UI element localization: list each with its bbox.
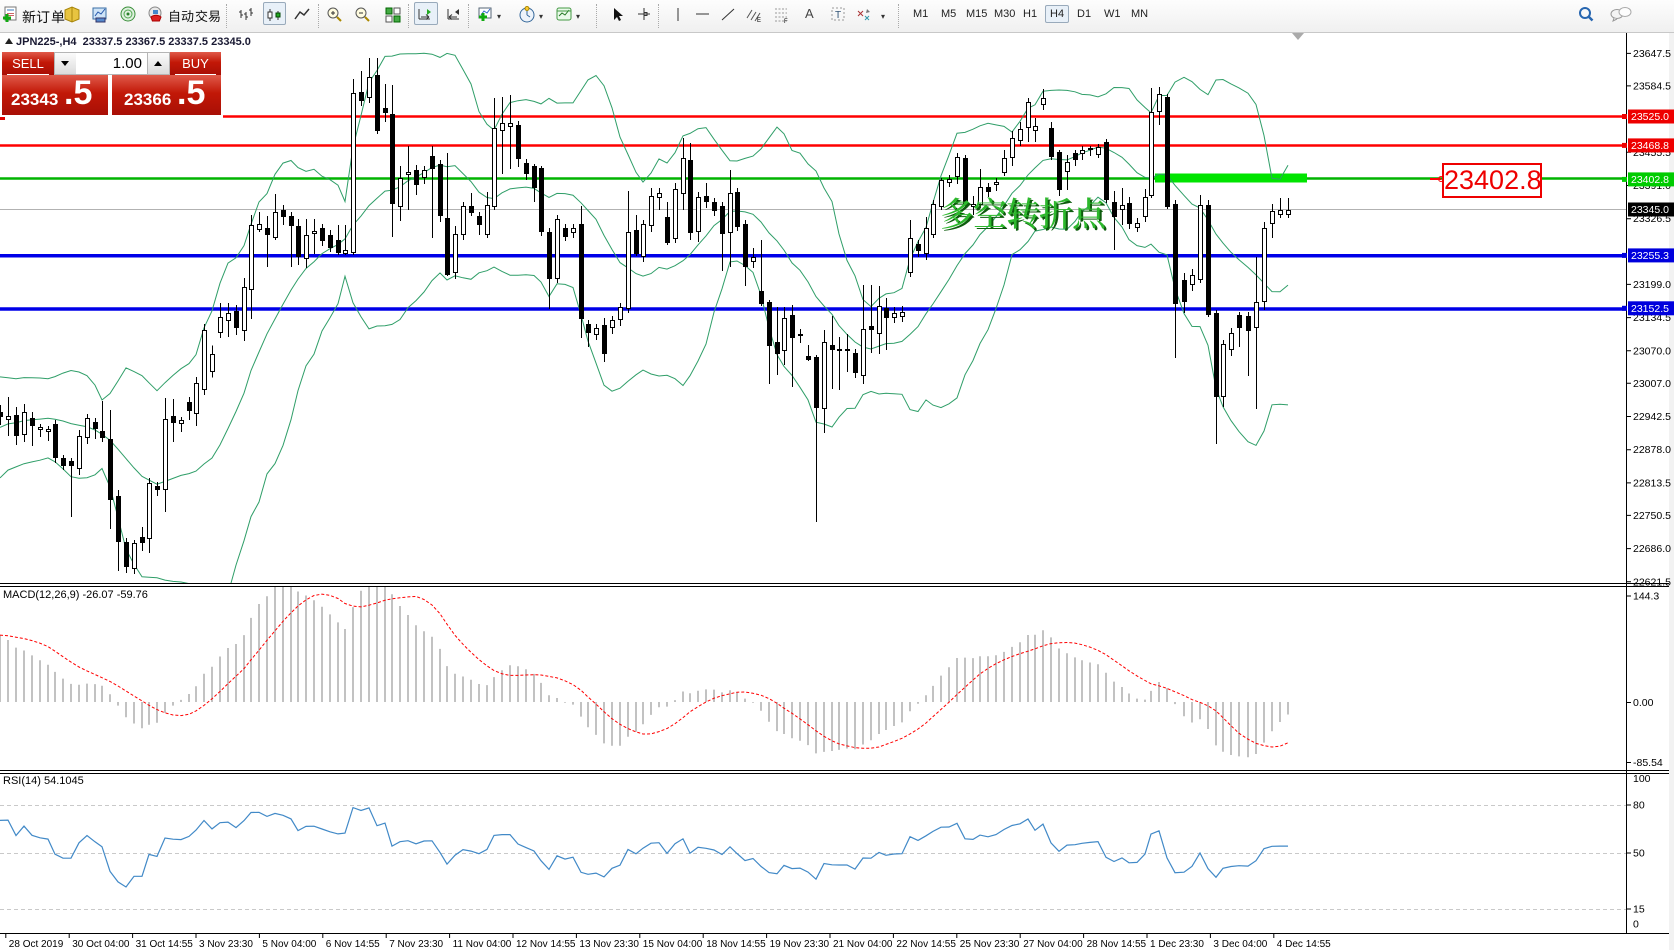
svg-text:18 Nov 14:55: 18 Nov 14:55 [706,939,766,950]
svg-text:11 Nov 04:00: 11 Nov 04:00 [453,939,512,950]
svg-text:22686.0: 22686.0 [1633,543,1671,555]
svg-text:T: T [835,10,841,21]
svg-text:22878.0: 22878.0 [1633,444,1671,456]
svg-text:22942.5: 22942.5 [1633,411,1671,423]
svg-text:0: 0 [1633,919,1639,931]
svg-text:31 Oct 14:55: 31 Oct 14:55 [136,939,194,950]
svg-text:28 Nov 14:55: 28 Nov 14:55 [1087,939,1147,950]
svg-text:3 Dec 04:00: 3 Dec 04:00 [1213,939,1267,950]
svg-text:28 Oct 2019: 28 Oct 2019 [9,939,64,950]
svg-text:E: E [757,18,761,24]
svg-text:-85.54: -85.54 [1633,757,1663,769]
svg-text:19 Nov 23:30: 19 Nov 23:30 [770,939,830,950]
svg-text:23070.0: 23070.0 [1633,345,1671,357]
svg-text:22 Nov 14:55: 22 Nov 14:55 [896,939,956,950]
svg-text:F: F [784,19,788,24]
svg-text:22750.5: 22750.5 [1633,510,1671,522]
svg-text:0.00: 0.00 [1633,697,1654,709]
svg-text:1 Dec 23:30: 1 Dec 23:30 [1150,939,1204,950]
svg-text:144.3: 144.3 [1633,591,1659,603]
svg-text:22813.5: 22813.5 [1633,477,1671,489]
svg-text:5 Nov 04:00: 5 Nov 04:00 [262,939,316,950]
svg-text:23007.0: 23007.0 [1633,378,1671,390]
svg-text:80: 80 [1633,800,1645,812]
svg-text:23525.0: 23525.0 [1631,111,1669,123]
svg-text:23647.5: 23647.5 [1633,48,1671,60]
svg-text:7 Nov 23:30: 7 Nov 23:30 [389,939,443,950]
svg-text:15 Nov 04:00: 15 Nov 04:00 [643,939,703,950]
svg-text:25 Nov 23:30: 25 Nov 23:30 [960,939,1020,950]
svg-text:23468.8: 23468.8 [1631,140,1669,152]
svg-text:4 Dec 14:55: 4 Dec 14:55 [1277,939,1331,950]
svg-text:15: 15 [1633,904,1645,916]
svg-text:23584.5: 23584.5 [1633,80,1671,92]
svg-text:21 Nov 04:00: 21 Nov 04:00 [833,939,893,950]
svg-text:6 Nov 14:55: 6 Nov 14:55 [326,939,380,950]
svg-text:22621.5: 22621.5 [1633,576,1671,588]
svg-text:27 Nov 04:00: 27 Nov 04:00 [1023,939,1083,950]
svg-text:50: 50 [1633,848,1645,860]
svg-text:23152.5: 23152.5 [1631,303,1669,315]
svg-text:13 Nov 23:30: 13 Nov 23:30 [579,939,639,950]
svg-text:23255.3: 23255.3 [1631,250,1669,262]
svg-text:23402.8: 23402.8 [1631,174,1669,186]
svg-text:30 Oct 04:00: 30 Oct 04:00 [72,939,130,950]
svg-text:3 Nov 23:30: 3 Nov 23:30 [199,939,253,950]
svg-text:12 Nov 14:55: 12 Nov 14:55 [516,939,576,950]
svg-text:23345.0: 23345.0 [1631,204,1669,216]
svg-text:100: 100 [1633,773,1651,785]
svg-text:23199.0: 23199.0 [1633,279,1671,291]
